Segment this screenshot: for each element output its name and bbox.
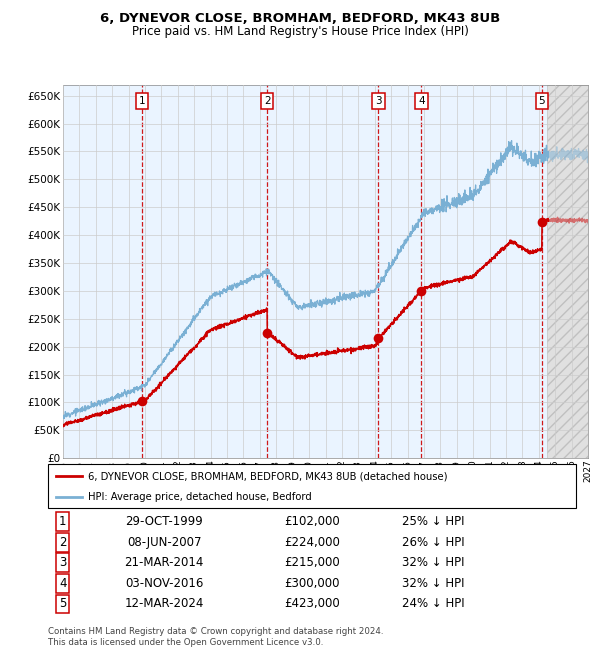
Text: 2: 2	[264, 96, 271, 107]
Text: 1: 1	[139, 96, 146, 107]
Text: 3: 3	[59, 556, 67, 569]
Text: 29-OCT-1999: 29-OCT-1999	[125, 515, 203, 528]
Text: 03-NOV-2016: 03-NOV-2016	[125, 577, 203, 590]
Text: HPI: Average price, detached house, Bedford: HPI: Average price, detached house, Bedf…	[88, 492, 311, 502]
Text: 4: 4	[418, 96, 425, 107]
Text: 6, DYNEVOR CLOSE, BROMHAM, BEDFORD, MK43 8UB (detached house): 6, DYNEVOR CLOSE, BROMHAM, BEDFORD, MK43…	[88, 471, 447, 482]
Text: 12-MAR-2024: 12-MAR-2024	[124, 597, 204, 610]
Text: 32% ↓ HPI: 32% ↓ HPI	[402, 577, 464, 590]
Text: £423,000: £423,000	[284, 597, 340, 610]
Text: 4: 4	[59, 577, 67, 590]
Text: 26% ↓ HPI: 26% ↓ HPI	[402, 536, 465, 549]
Text: £300,000: £300,000	[284, 577, 340, 590]
Text: 3: 3	[375, 96, 382, 107]
Text: 25% ↓ HPI: 25% ↓ HPI	[402, 515, 464, 528]
Bar	[547, 84, 588, 458]
Text: 6, DYNEVOR CLOSE, BROMHAM, BEDFORD, MK43 8UB: 6, DYNEVOR CLOSE, BROMHAM, BEDFORD, MK43…	[100, 12, 500, 25]
Text: £224,000: £224,000	[284, 536, 340, 549]
Text: 5: 5	[539, 96, 545, 107]
Text: £102,000: £102,000	[284, 515, 340, 528]
Text: 5: 5	[59, 597, 67, 610]
Text: 2: 2	[59, 536, 67, 549]
Text: 1: 1	[59, 515, 67, 528]
Text: Price paid vs. HM Land Registry's House Price Index (HPI): Price paid vs. HM Land Registry's House …	[131, 25, 469, 38]
Text: £215,000: £215,000	[284, 556, 340, 569]
Text: Contains HM Land Registry data © Crown copyright and database right 2024.
This d: Contains HM Land Registry data © Crown c…	[48, 627, 383, 647]
Bar	[63, 84, 547, 458]
Text: 21-MAR-2014: 21-MAR-2014	[124, 556, 204, 569]
Text: 32% ↓ HPI: 32% ↓ HPI	[402, 556, 464, 569]
Text: 24% ↓ HPI: 24% ↓ HPI	[402, 597, 465, 610]
Text: 08-JUN-2007: 08-JUN-2007	[127, 536, 202, 549]
